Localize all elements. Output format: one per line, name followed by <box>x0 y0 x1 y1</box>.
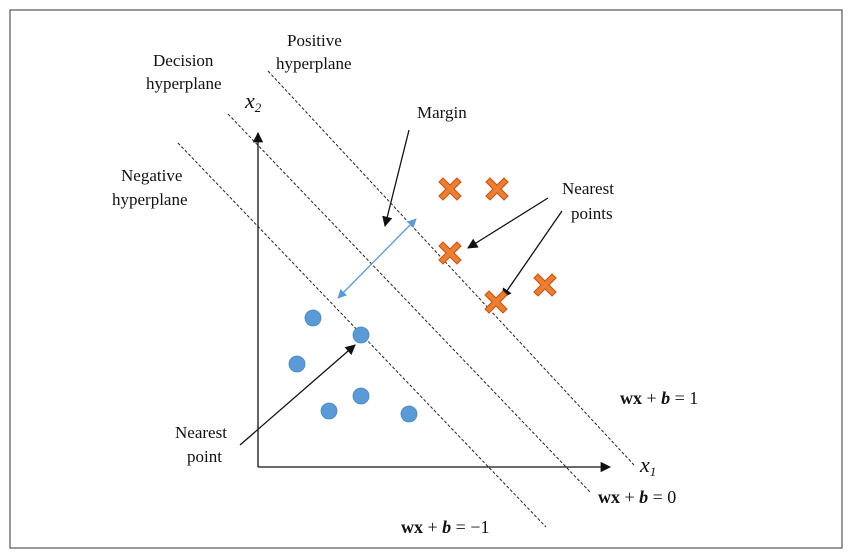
positive-hyperplane-equation: wx + b = 1 <box>620 388 698 408</box>
x2-axis-label: x2 <box>244 88 262 115</box>
positive-point-nearest <box>484 290 508 314</box>
positive-point <box>533 273 557 297</box>
margin-pointer-arrow <box>382 129 410 228</box>
positive-point <box>485 177 509 201</box>
nearest-points-arrow-upper <box>467 197 549 249</box>
decision-hyperplane-label: Decision hyperplane <box>146 51 222 93</box>
negative-hyperplane-label: Negative hyperplane <box>112 166 188 209</box>
negative-point <box>400 405 418 423</box>
negative-point <box>352 387 370 405</box>
positive-point <box>438 177 462 201</box>
nearest-points-label: Nearest points <box>562 179 618 223</box>
nearest-points-arrow-lower <box>501 210 563 299</box>
margin-label: Margin <box>417 103 467 122</box>
negative-point <box>304 309 322 327</box>
positive-point-nearest <box>438 241 462 265</box>
negative-point <box>288 355 306 373</box>
decision-hyperplane-equation: wx + b = 0 <box>598 487 676 507</box>
decision-hyperplane-line <box>227 113 591 493</box>
nearest-point-arrow <box>239 344 356 446</box>
negative-point <box>320 402 338 420</box>
margin-double-arrow <box>337 218 417 299</box>
positive-hyperplane-label: Positive hyperplane <box>276 31 352 73</box>
negative-point-nearest <box>352 326 370 344</box>
nearest-point-label: Nearest point <box>175 423 231 466</box>
x1-axis-label: x1 <box>639 452 656 479</box>
negative-hyperplane-equation: wx + b = −1 <box>401 517 489 537</box>
figure-frame <box>9 9 843 549</box>
